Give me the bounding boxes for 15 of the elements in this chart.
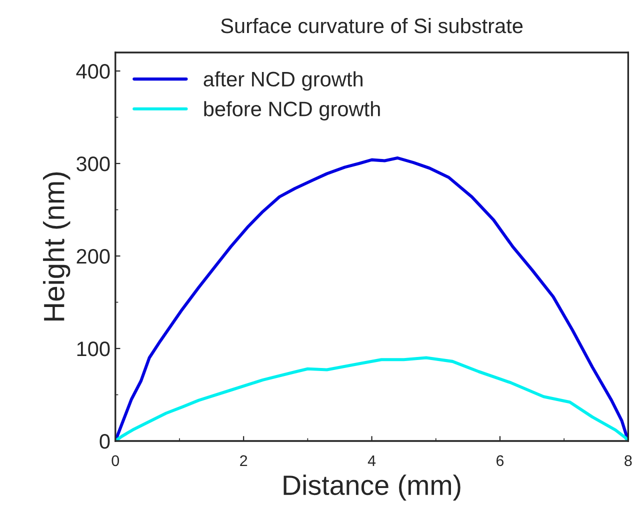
x-tick-label: 6: [496, 455, 504, 466]
x-tick-label: 4: [368, 455, 376, 466]
y-tick-label: 0: [100, 434, 110, 449]
x-tick-label: 0: [112, 455, 120, 466]
y-tick-label: 400: [76, 64, 110, 79]
y-tick-label: 100: [77, 342, 110, 356]
legend-label: after NCD growth: [204, 71, 362, 91]
y-tick-label: 200: [76, 249, 110, 264]
x-tick-label: 2: [240, 455, 248, 466]
y-tick-label: 300: [76, 156, 110, 172]
chart-title: Surface curvature of Si substrate: [221, 18, 523, 34]
y-axis-title: Height (nm): [43, 172, 70, 321]
x-tick-label: 8: [624, 455, 632, 466]
x-axis-title: Distance (mm): [284, 474, 460, 501]
legend-label: before NCD growth: [204, 101, 380, 121]
